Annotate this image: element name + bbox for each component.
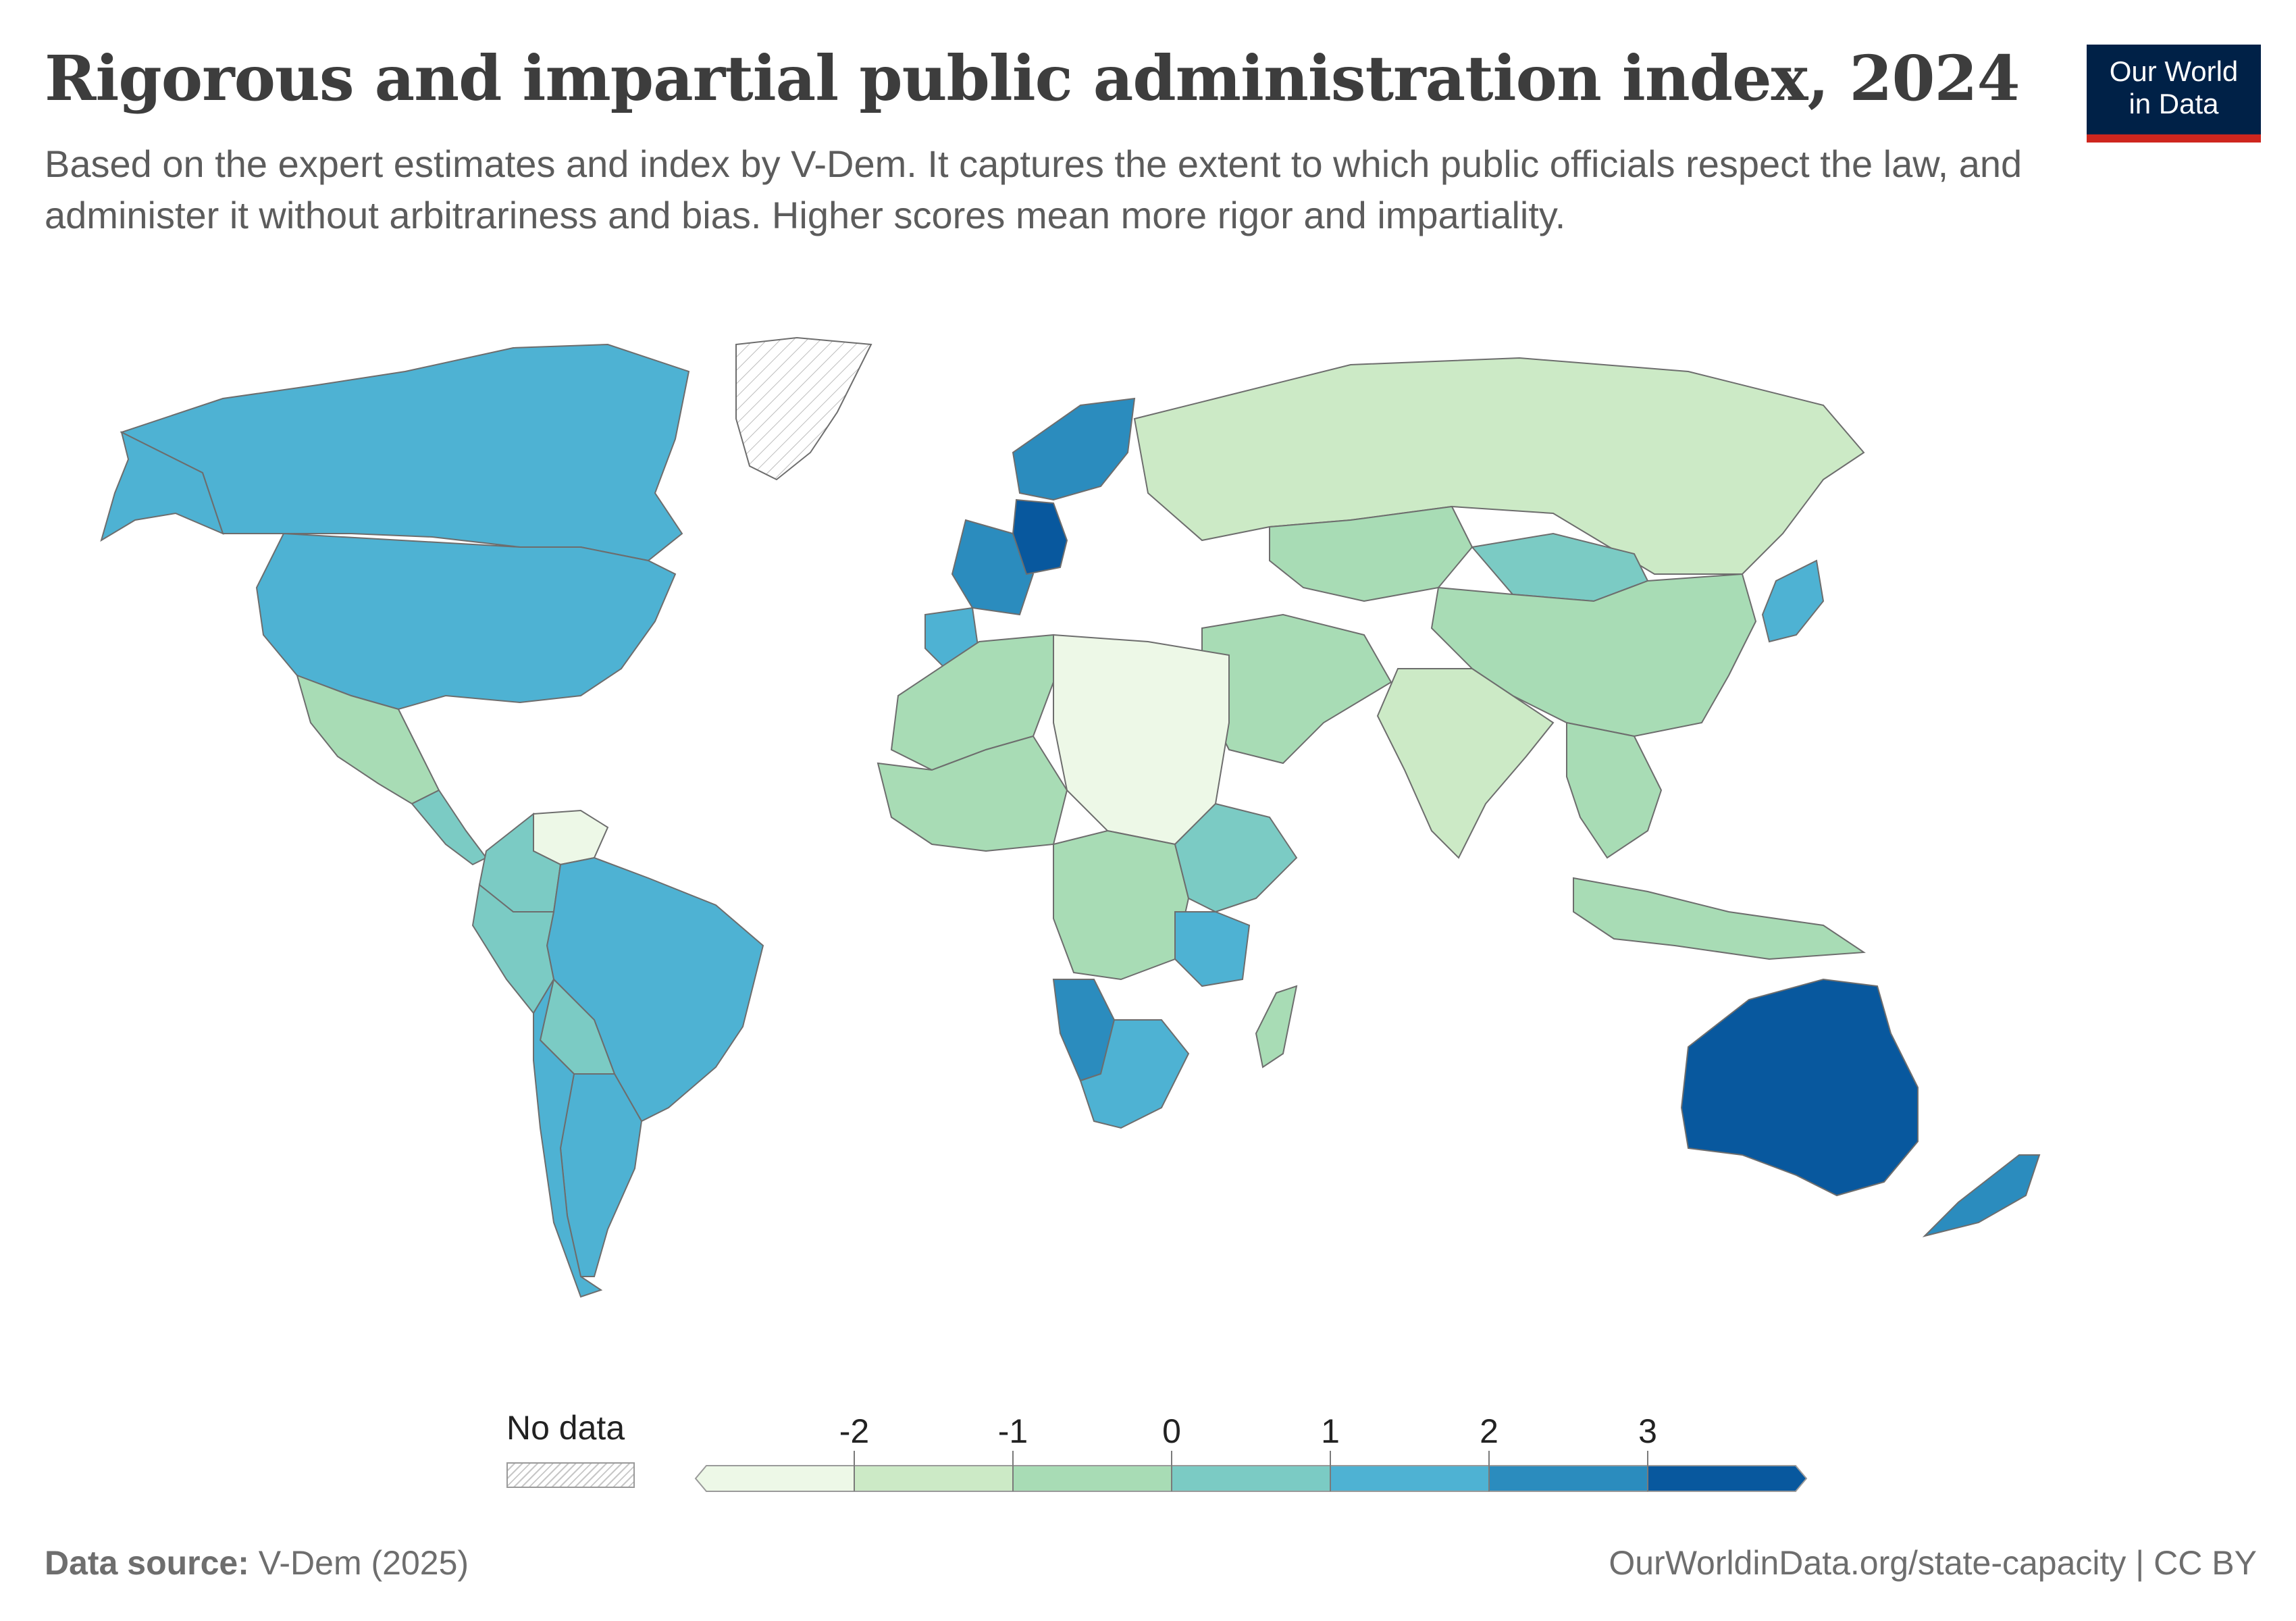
region-japan[interactable]: Japan [1761,559,1825,643]
legend-no-data-swatch [506,1462,635,1488]
region-tanzania[interactable]: Tanzania [1174,911,1251,987]
data-source-label: Data source: [45,1544,249,1582]
region-middle-east[interactable]: Middle East [1201,613,1392,765]
legend-tick-label: 1 [1321,1412,1340,1450]
region-central-africa[interactable]: Central Africa [1053,829,1190,981]
legend-bin-0[interactable] [694,1465,855,1492]
region-indonesia[interactable]: Indonesia [1573,877,1866,960]
legend-tick-label: -1 [998,1412,1028,1450]
region-alaska[interactable]: Alaska [100,431,224,542]
data-source: Data source: V-Dem (2025) [45,1543,469,1583]
legend-bin-6[interactable] [1647,1465,1808,1492]
region-united-states[interactable]: United States [255,532,677,711]
chart-subtitle: Based on the expert estimates and index … [45,143,2023,236]
logo-line-1: Our World [2109,55,2239,87]
legend-bin-2[interactable] [1012,1465,1172,1492]
legend-tick-label: 3 [1638,1412,1657,1450]
legend-tick-label: 2 [1480,1412,1498,1450]
legend-tick-label: 0 [1162,1412,1181,1450]
source-url-license[interactable]: OurWorldinData.org/state-capacity | CC B… [1609,1544,2257,1582]
legend-tick-label: -2 [839,1412,869,1450]
region-russia[interactable]: Russia [1133,357,1865,575]
region-central-america[interactable]: Central America [411,789,488,866]
logo-line-2: in Data [2129,88,2219,120]
region-germany[interactable]: Germany [1012,498,1068,575]
chart-title: Rigorous and impartial public administra… [45,42,2020,115]
world-map[interactable]: CanadaUnited StatesAlaskaGreenlandMexico… [0,317,2296,1331]
region-libya-egypt-sudan[interactable]: Libya / Egypt / Sudan [1053,634,1230,846]
region-east-africa[interactable]: East Africa [1174,802,1298,913]
region-india[interactable]: India [1376,668,1555,859]
legend-bin-1[interactable] [854,1465,1014,1492]
region-australia[interactable]: Australia [1680,978,1919,1197]
region-chile[interactable]: Chile [533,979,603,1298]
region-new-zealand[interactable]: New Zealand [1922,1154,2041,1237]
legend-bin-5[interactable] [1488,1465,1648,1492]
legend-bin-3[interactable] [1171,1465,1331,1492]
region-west-africa[interactable]: West Africa [877,735,1068,852]
legend-no-data-label: No data [506,1409,625,1447]
data-source-value[interactable]: V-Dem (2025) [258,1544,469,1582]
region-madagascar[interactable]: Madagascar [1255,985,1298,1069]
region-canada[interactable]: Canada [120,343,690,562]
region-scandinavia[interactable]: Scandinavia [1012,397,1136,501]
region-south-africa[interactable]: South Africa [1079,1019,1190,1129]
legend-bin-4[interactable] [1330,1465,1490,1492]
region-southeast-asia[interactable]: Southeast Asia [1566,721,1663,859]
region-greenland[interactable]: Greenland [735,336,872,481]
color-legend: -2 -1 0 1 2 3 [694,1412,1808,1492]
owid-logo[interactable]: Our World in Data [2087,45,2261,143]
